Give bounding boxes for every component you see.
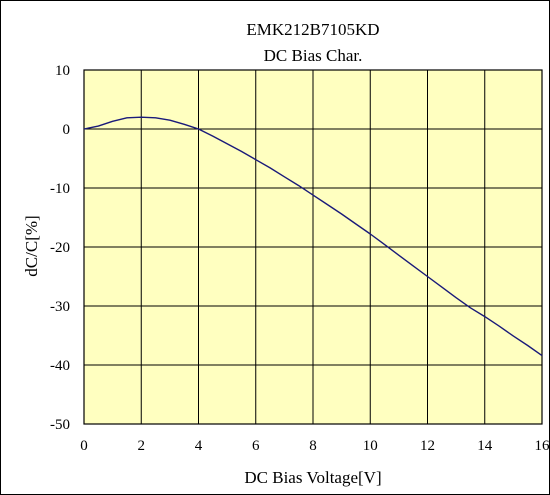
y-tick-label: 10 bbox=[55, 63, 70, 79]
tick-labels: 0 2 4 6 8 10 12 14 16 10 0 -10 -20 -30 -40 -50 bbox=[50, 63, 550, 454]
y-axis-label: dC/C[%] bbox=[22, 215, 41, 276]
x-tick-label: 8 bbox=[309, 438, 317, 454]
x-axis-label: DC Bias Voltage[V] bbox=[244, 468, 381, 487]
x-tick-label: 4 bbox=[195, 438, 203, 454]
y-tick-label: -30 bbox=[50, 299, 70, 315]
x-tick-label: 12 bbox=[420, 438, 435, 454]
y-tick-label: -40 bbox=[50, 358, 70, 374]
y-tick-label: 0 bbox=[63, 122, 71, 138]
x-tick-label: 14 bbox=[477, 438, 493, 454]
x-tick-label: 10 bbox=[363, 438, 378, 454]
y-tick-label: -20 bbox=[50, 240, 70, 256]
y-tick-label: -10 bbox=[50, 181, 70, 197]
x-tick-label: 6 bbox=[252, 438, 260, 454]
series-line-0 bbox=[83, 116, 543, 357]
x-tick-label: 2 bbox=[138, 438, 146, 454]
x-tick-label: 0 bbox=[80, 438, 88, 454]
x-tick-label: 16 bbox=[535, 438, 550, 454]
y-tick-label: -50 bbox=[50, 417, 70, 433]
plot-area bbox=[83, 69, 543, 425]
chart-subtitle: DC Bias Char. bbox=[264, 46, 363, 65]
chart-title: EMK212B7105KD bbox=[246, 20, 379, 39]
plot-border bbox=[83, 69, 543, 425]
